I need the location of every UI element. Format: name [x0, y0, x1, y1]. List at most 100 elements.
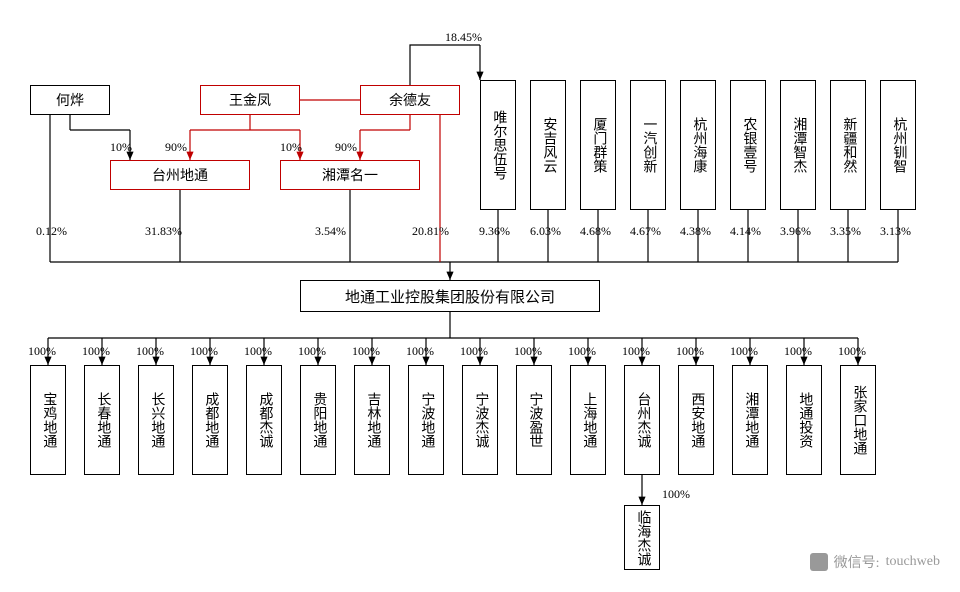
node-label: 成都地通: [202, 392, 219, 448]
sub-of-sub-pct: 100%: [662, 487, 690, 502]
investor-v2: 安吉风云: [530, 80, 566, 210]
pct-top: 18.45%: [445, 30, 482, 45]
inv-center-pct-10: 3.96%: [780, 224, 811, 239]
investor-v3: 厦门群策: [580, 80, 616, 210]
node-label: 湘潭智杰: [790, 117, 807, 173]
inv-center-pct-1: 31.83%: [145, 224, 182, 239]
inv-center-pct-12: 3.13%: [880, 224, 911, 239]
inv-center-pct-6: 4.68%: [580, 224, 611, 239]
node-label: 厦门群策: [590, 117, 607, 173]
investor-v8: 新疆和然: [830, 80, 866, 210]
sub-pct-12: 100%: [676, 344, 704, 359]
investor-v5: 杭州海康: [680, 80, 716, 210]
inv-center-pct-7: 4.67%: [630, 224, 661, 239]
subsidiary-0: 宝鸡地通: [30, 365, 66, 475]
inv-center-pct-11: 3.35%: [830, 224, 861, 239]
sub-pct-14: 100%: [784, 344, 812, 359]
node-label: 台州杰诚: [634, 392, 651, 448]
sub-pct-6: 100%: [352, 344, 380, 359]
node-label: 一汽创新: [640, 117, 657, 173]
node-label: 宁波地通: [418, 392, 435, 448]
person-p2: 王金凤: [200, 85, 300, 115]
central-company: 地通工业控股集团股份有限公司: [300, 280, 600, 312]
inv-center-pct-4: 9.36%: [479, 224, 510, 239]
node-label: 宁波盈世: [526, 392, 543, 448]
node-label: 成都杰诚: [256, 392, 273, 448]
node-label: 安吉风云: [540, 117, 557, 173]
watermark: 微信号: touchweb: [810, 552, 940, 572]
inv-center-pct-0: 0.12%: [36, 224, 67, 239]
sub-pct-10: 100%: [568, 344, 596, 359]
subsidiary-14: 地通投资: [786, 365, 822, 475]
person-mid-pct-1: 90%: [165, 140, 187, 155]
subsidiary-15: 张家口地通: [840, 365, 876, 475]
node-label: 长兴地通: [148, 392, 165, 448]
mid-m1: 台州地通: [110, 160, 250, 190]
investor-v1: 唯尔思伍号: [480, 80, 516, 210]
node-label: 地通工业控股集团股份有限公司: [345, 286, 555, 307]
sub-of-sub: 临海杰诚: [624, 505, 660, 570]
node-label: 张家口地通: [850, 385, 867, 455]
node-label: 唯尔思伍号: [490, 110, 507, 180]
person-p3: 余德友: [360, 85, 460, 115]
equity-structure-diagram: 18.45% 微信号: touchweb 何烨 王金凤 余德友台州地通 湘潭名一 唯尔思…: [0, 0, 960, 592]
watermark-label: 微信号:: [834, 552, 880, 572]
person-p1: 何烨: [30, 85, 110, 115]
subsidiary-13: 湘潭地通: [732, 365, 768, 475]
sub-pct-15: 100%: [838, 344, 866, 359]
mid-m2: 湘潭名一: [280, 160, 420, 190]
investor-v7: 湘潭智杰: [780, 80, 816, 210]
sub-pct-1: 100%: [82, 344, 110, 359]
subsidiary-3: 成都地通: [192, 365, 228, 475]
node-label: 余德友: [389, 90, 431, 110]
subsidiary-4: 成都杰诚: [246, 365, 282, 475]
subsidiary-12: 西安地通: [678, 365, 714, 475]
node-label: 吉林地通: [364, 392, 381, 448]
sub-pct-0: 100%: [28, 344, 56, 359]
inv-center-pct-3: 20.81%: [412, 224, 449, 239]
person-mid-pct-0: 10%: [110, 140, 132, 155]
inv-center-pct-5: 6.03%: [530, 224, 561, 239]
node-label: 贵阳地通: [310, 392, 327, 448]
node-label: 何烨: [56, 90, 84, 110]
person-mid-pct-2: 10%: [280, 140, 302, 155]
subsidiary-2: 长兴地通: [138, 365, 174, 475]
sub-pct-8: 100%: [460, 344, 488, 359]
node-label: 临海杰诚: [634, 510, 651, 566]
subsidiary-8: 宁波杰诚: [462, 365, 498, 475]
investor-v4: 一汽创新: [630, 80, 666, 210]
node-label: 西安地通: [688, 392, 705, 448]
sub-pct-13: 100%: [730, 344, 758, 359]
investor-v6: 农银壹号: [730, 80, 766, 210]
node-label: 杭州海康: [690, 117, 707, 173]
subsidiary-1: 长春地通: [84, 365, 120, 475]
sub-pct-2: 100%: [136, 344, 164, 359]
wechat-icon: [810, 553, 828, 571]
sub-pct-3: 100%: [190, 344, 218, 359]
node-label: 农银壹号: [740, 117, 757, 173]
sub-pct-9: 100%: [514, 344, 542, 359]
inv-center-pct-9: 4.14%: [730, 224, 761, 239]
inv-center-pct-8: 4.38%: [680, 224, 711, 239]
subsidiary-7: 宁波地通: [408, 365, 444, 475]
node-label: 上海地通: [580, 392, 597, 448]
sub-pct-4: 100%: [244, 344, 272, 359]
node-label: 湘潭地通: [742, 392, 759, 448]
investor-v9: 杭州钏智: [880, 80, 916, 210]
node-label: 台州地通: [152, 165, 208, 185]
subsidiary-5: 贵阳地通: [300, 365, 336, 475]
node-label: 宝鸡地通: [40, 392, 57, 448]
subsidiary-6: 吉林地通: [354, 365, 390, 475]
sub-pct-11: 100%: [622, 344, 650, 359]
node-label: 杭州钏智: [890, 117, 907, 173]
node-label: 长春地通: [94, 392, 111, 448]
node-label: 王金凤: [229, 90, 271, 110]
subsidiary-11: 台州杰诚: [624, 365, 660, 475]
node-label: 宁波杰诚: [472, 392, 489, 448]
node-label: 湘潭名一: [322, 165, 378, 185]
person-mid-pct-3: 90%: [335, 140, 357, 155]
node-label: 新疆和然: [840, 117, 857, 173]
inv-center-pct-2: 3.54%: [315, 224, 346, 239]
subsidiary-10: 上海地通: [570, 365, 606, 475]
sub-pct-5: 100%: [298, 344, 326, 359]
